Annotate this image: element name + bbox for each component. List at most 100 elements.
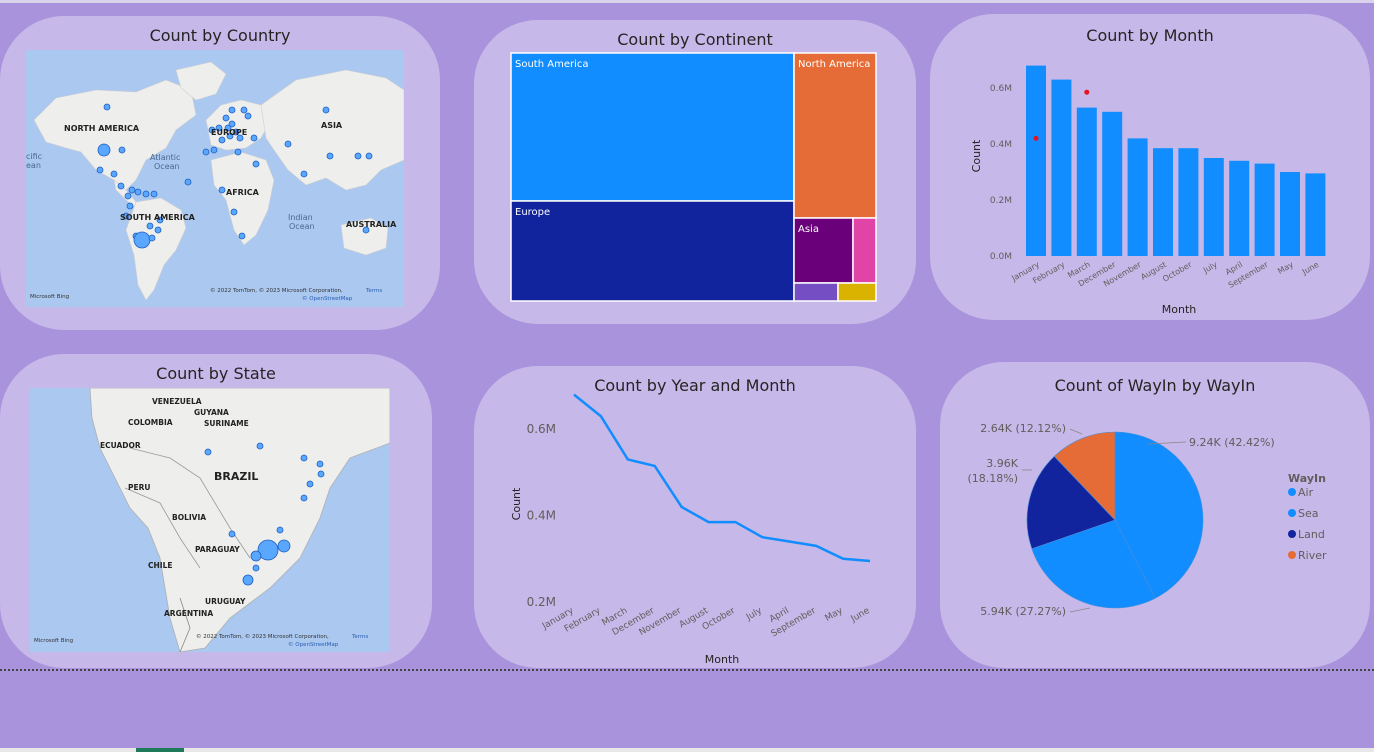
pie-legend-label-sea: Sea [1298, 507, 1319, 520]
state-bubbles [204, 442, 325, 586]
pie-legend-swatch-air [1288, 488, 1296, 496]
state-bing-logo: Microsoft Bing [34, 638, 73, 644]
pie-legend-label-air: Air [1298, 486, 1314, 499]
world-map[interactable]: NORTH AMERICA EUROPE ASIA AFRICA SOUTH A… [26, 50, 404, 307]
osm-link: © OpenStreetMap [302, 295, 353, 302]
label-uruguay: URUGUAY [205, 597, 246, 606]
label-pacific-ocean: ean [26, 161, 41, 170]
pie-legend-title: WayIn [1288, 472, 1326, 485]
continent-treemap-card[interactable]: Count by Continent South America Europe No… [474, 20, 916, 324]
bar-ytick-1: 0.2M [990, 196, 1012, 206]
active-page-tab[interactable] [136, 748, 184, 752]
label-australia: AUSTRALIA [346, 220, 397, 229]
label-paraguay: PARAGUAY [195, 545, 240, 554]
country-bubbles [96, 103, 373, 249]
label-guyana: GUYANA [194, 408, 229, 417]
bar-marker-0 [1033, 135, 1039, 141]
treemap-tile-5 [793, 282, 839, 302]
label-asia: ASIA [321, 121, 343, 130]
label-bolivia: BOLIVIA [172, 513, 206, 522]
bar-xtick-6: October [1161, 260, 1194, 284]
month-bar-card[interactable]: Count by Month 0.0M 0.2M 0.4M 0.6M January Fe… [930, 14, 1370, 320]
bar-april [1229, 160, 1250, 256]
bar-september [1254, 163, 1275, 256]
label-brazil: BRAZIL [214, 470, 258, 483]
bar-june [1305, 173, 1326, 256]
line-ytick-0: 0.2M [527, 595, 556, 609]
map-attribution: © 2022 TomTom, © 2023 Microsoft Corporat… [210, 287, 343, 294]
country-map-card[interactable]: Count by Country [0, 16, 440, 330]
treemap-label-0: South America [515, 59, 589, 70]
treemap-label-3: Asia [798, 224, 819, 235]
bar-marker-1 [1084, 89, 1090, 95]
state-terms-link: Terms [351, 634, 368, 640]
pie-data-label-2-1: (18.18%) [967, 472, 1018, 485]
pie-legend-swatch-sea [1288, 509, 1296, 517]
line-xtick-7: July [744, 606, 764, 624]
country-map-title: Count by Country [149, 26, 291, 45]
bing-logo: Microsoft Bing [30, 294, 69, 300]
label-colombia: COLOMBIA [128, 418, 173, 427]
label-atlantic-ocean: Ocean [154, 162, 180, 171]
line-ytick-1: 0.4M [527, 509, 556, 523]
pie-slice-air [1114, 431, 1204, 599]
state-map-attribution: © 2022 TomTom, © 2023 Microsoft Corporat… [196, 633, 329, 640]
bar-xtick-11: June [1300, 260, 1321, 277]
label-pacific: cific [26, 152, 42, 161]
bar-august [1153, 148, 1173, 256]
bar-xtick-7: July [1201, 260, 1219, 276]
world-map-svg: NORTH AMERICA EUROPE ASIA AFRICA SOUTH A… [26, 50, 404, 307]
treemap-tile-4 [852, 217, 877, 284]
line-ytick-2: 0.6M [527, 422, 556, 436]
label-atlantic: Atlantic [150, 153, 180, 162]
south-america-map[interactable]: VENEZUELA GUYANA COLOMBIA SURINAME ECUAD… [30, 388, 390, 652]
wayin-pie-card[interactable]: Count of WayIn by WayIn 9.24K (42.42%) 5.… [940, 362, 1370, 668]
treemap-tile-6 [837, 282, 877, 302]
line-chart-svg[interactable]: 0.2M0.4M0.6MJanuaryFebruaryMarchDecember… [474, 366, 916, 668]
label-indian-ocean: Ocean [289, 222, 315, 231]
treemap-label-1: Europe [515, 207, 550, 218]
bar-october [1178, 148, 1199, 256]
pie-leader-1 [1069, 607, 1091, 613]
pie-legend-swatch-land [1288, 530, 1296, 538]
top-border [0, 0, 1374, 3]
label-north-america: NORTH AMERICA [64, 124, 140, 133]
label-africa: AFRICA [226, 188, 260, 197]
label-suriname: SURINAME [204, 419, 249, 428]
terms-link: Terms [365, 288, 382, 294]
state-map-card[interactable]: Count by State VENEZUELA GUYANA COLOMBIA… [0, 354, 432, 668]
pie-legend-label-river: River [1298, 549, 1327, 562]
pie-data-label-1-0: 5.94K (27.27%) [980, 605, 1066, 618]
state-map-title: Count by State [156, 364, 276, 383]
treemap-tile-1 [510, 200, 795, 302]
pie-data-label-2-0: 3.96K [986, 457, 1018, 470]
line-xlabel: Month [705, 653, 740, 666]
bar-ytick-3: 0.6M [990, 84, 1012, 94]
page-divider [0, 669, 1374, 671]
pie-slice-river [1053, 431, 1116, 521]
treemap-svg[interactable]: South America Europe North America Asia [474, 20, 916, 324]
month-bar-title: Count by Month [1086, 26, 1214, 45]
pie-leader-3 [1069, 428, 1083, 435]
continent-treemap-title: Count by Continent [617, 30, 773, 49]
treemap-tile-3 [793, 217, 854, 284]
year-month-line-card[interactable]: Count by Year and Month 0.2M 0.4M 0.6M Janu… [474, 366, 916, 668]
pie-chart-svg[interactable]: 9.24K (42.42%) 5.94K (27.27%) 3.96K (18.18%… [940, 362, 1370, 668]
state-osm-link: © OpenStreetMap [288, 641, 339, 648]
bar-july [1203, 158, 1224, 256]
line-ylabel: Count [510, 487, 523, 520]
page-tab-strip [0, 748, 1374, 752]
bar-january [1026, 65, 1046, 256]
label-indian: Indian [288, 213, 313, 222]
bar-ytick-0: 0.0M [990, 252, 1012, 262]
bar-november [1127, 138, 1148, 256]
treemap-label-2: North America [798, 59, 870, 70]
bar-ytick-2: 0.4M [990, 140, 1012, 150]
treemap-tile-2 [793, 52, 877, 219]
wayin-pie-title: Count of WayIn by WayIn [1054, 376, 1256, 395]
line-xtick-11: June [849, 606, 872, 625]
line-series [573, 393, 871, 563]
label-peru: PERU [128, 483, 151, 492]
treemap-tile-0 [510, 52, 795, 202]
